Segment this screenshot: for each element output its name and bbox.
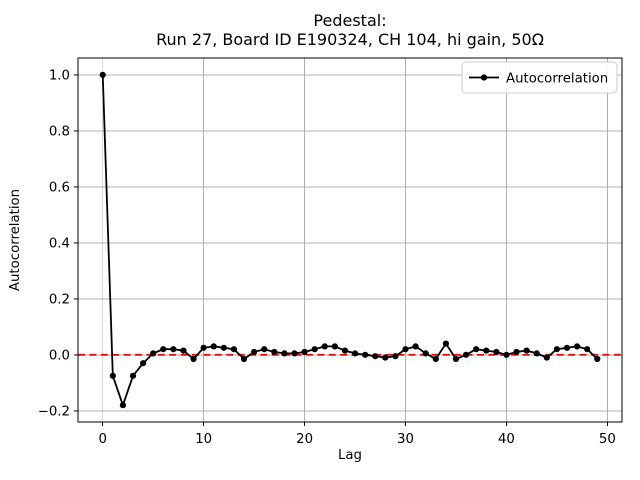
data-point-marker (321, 343, 328, 350)
y-tick-label: 0.0 (49, 348, 70, 363)
data-point-marker (523, 347, 530, 354)
data-point-marker (261, 346, 268, 353)
data-point-marker (140, 360, 147, 367)
x-tick-label: 20 (296, 432, 313, 447)
data-point-marker (160, 346, 167, 353)
y-tick-label: 1.0 (49, 68, 70, 83)
data-point-marker (301, 348, 308, 356)
data-point-marker (240, 355, 248, 363)
data-point-marker (452, 355, 460, 363)
axis-tick-labels: 0 10 20 30 40 50 −0.2 0.0 0.2 0.4 0.6 0.8 1.0 (38, 68, 616, 447)
data-point-marker (271, 348, 278, 356)
legend-label: Autocorrelation (506, 71, 608, 86)
data-point-marker (513, 348, 520, 356)
data-point-marker (190, 355, 197, 363)
data-point-marker (362, 351, 369, 358)
data-point-marker (180, 347, 187, 354)
y-tick-label: 0.6 (49, 180, 70, 195)
data-point-marker (99, 71, 106, 78)
data-point-marker (372, 353, 379, 360)
data-point-marker (563, 344, 571, 351)
autocorrelation-markers (99, 71, 601, 409)
data-point-marker (170, 346, 177, 353)
axis-ticks (74, 74, 608, 426)
data-point-marker (331, 343, 338, 350)
data-point-marker (311, 346, 318, 353)
data-point-marker (442, 340, 449, 347)
y-axis-label: Autocorrelation (8, 189, 23, 291)
data-point-marker (594, 355, 601, 363)
data-point-marker (483, 347, 490, 354)
data-point-marker (150, 350, 157, 357)
data-point-marker (251, 348, 258, 356)
data-point-marker (573, 343, 581, 350)
data-point-marker (473, 346, 480, 353)
x-tick-label: 10 (195, 432, 212, 447)
x-tick-label: 30 (397, 432, 414, 447)
y-tick-label: 0.8 (49, 124, 70, 139)
y-tick-label: 0.2 (49, 292, 70, 307)
data-point-marker (432, 355, 439, 363)
data-point-marker (543, 354, 550, 361)
data-point-marker (200, 344, 207, 351)
data-point-marker (230, 346, 238, 353)
x-tick-label: 0 (98, 432, 106, 447)
grid-lines (78, 58, 622, 422)
data-point-marker (422, 350, 429, 357)
data-point-marker (129, 372, 137, 379)
data-point-marker (351, 350, 359, 357)
x-axis-label: Lag (338, 448, 362, 463)
plot-border (77, 57, 623, 423)
data-point-marker (281, 350, 288, 357)
legend-box (461, 61, 618, 94)
data-point-marker (584, 346, 591, 353)
data-point-marker (412, 343, 419, 350)
data-point-marker (291, 350, 298, 357)
chart-title-line1: Pedestal: (313, 11, 386, 30)
data-point-marker (341, 347, 349, 354)
x-tick-label: 50 (599, 432, 616, 447)
data-point-marker (220, 344, 227, 351)
data-point-marker (533, 350, 540, 357)
data-point-marker (119, 402, 127, 409)
y-tick-label: −0.2 (38, 404, 70, 419)
legend-marker-sample (480, 74, 488, 81)
data-point-marker (493, 348, 500, 356)
legend: Autocorrelation (461, 61, 618, 94)
data-point-marker (210, 343, 217, 350)
chart-title-line2: Run 27, Board ID E190324, CH 104, hi gai… (156, 30, 544, 49)
data-point-marker (553, 346, 561, 353)
data-point-marker (382, 354, 389, 361)
x-tick-label: 40 (498, 432, 515, 447)
data-point-marker (503, 351, 510, 358)
data-point-marker (402, 346, 409, 353)
data-point-marker (392, 353, 399, 360)
data-point-marker (462, 351, 470, 358)
y-tick-label: 0.4 (49, 236, 70, 251)
data-point-marker (109, 372, 116, 379)
